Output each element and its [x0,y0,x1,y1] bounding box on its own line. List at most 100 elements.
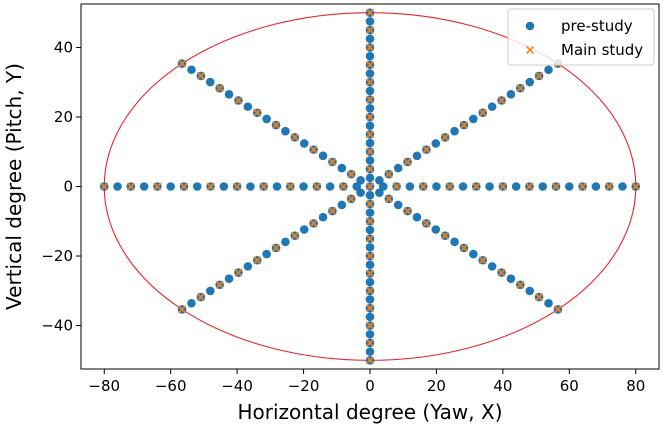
pre-study-point [544,65,553,75]
main-study-point [366,130,374,139]
main-study-point [215,84,224,93]
pre-study-point [365,121,375,130]
main-study-point [366,113,374,121]
x-tick-label: 60 [560,377,579,395]
main-study-point [366,269,374,278]
pre-study-point [458,182,468,191]
main-study-point [366,165,374,174]
pre-study-point [393,163,403,173]
legend-marker-main-study [526,46,534,54]
main-study-point [347,170,356,179]
main-study-point [366,78,374,87]
y-tick-label: 40 [54,38,73,56]
pre-study-point [365,103,375,113]
main-study-point [403,157,412,166]
main-study-point [605,182,614,191]
main-study-point [403,207,412,216]
pre-study-point [365,260,375,270]
pre-study-point [511,182,521,191]
pre-study-point [487,262,497,271]
pre-study-point [538,182,548,191]
pre-study-point [591,182,601,191]
legend-box [507,8,655,66]
x-axis-label: Horizontal degree (Yaw, X) [237,400,502,424]
main-study-point [366,286,374,295]
pre-study-point [187,65,196,75]
main-study-point [445,182,454,191]
main-study-point [366,356,374,365]
pre-study-point [375,176,384,185]
main-study-point [366,26,374,35]
pre-study-point [318,212,328,222]
pre-study-point [365,173,375,183]
main-study-point [178,305,187,314]
main-study-point [347,194,356,203]
main-study-point [516,280,525,289]
pre-study-point [487,102,497,111]
x-tick-label: 80 [626,377,645,395]
main-study-point [366,217,374,226]
main-study-point [309,145,318,154]
main-study-point [525,182,534,191]
main-study-point [419,182,428,191]
main-study-point [498,182,507,191]
pre-study-point [450,126,459,136]
main-study-point [366,60,374,69]
main-study-point [384,170,393,179]
main-study-point [497,96,506,105]
main-study-point [290,133,299,142]
legend: pre-study Main study [507,8,655,66]
main-study-point [253,256,262,265]
main-study-point [535,71,544,80]
main-study-point [286,182,295,191]
y-tick-label: −40 [41,317,73,335]
main-study-point [272,121,281,130]
pre-study-point [224,274,234,283]
y-tick-label: −20 [41,247,73,265]
x-axis-ticks: −80 −60 −40 −20 0 20 40 60 80 [88,369,645,395]
pre-study-point [365,295,375,304]
pre-study-point [281,126,290,136]
pre-study-point [262,249,271,259]
pre-study-point [412,151,422,161]
pre-study-point [318,151,328,161]
pre-study-point [485,182,494,191]
pre-study-point [352,182,362,191]
pre-study-point [246,182,255,191]
pre-study-point [525,77,535,87]
main-study-point [196,71,205,80]
pre-study-point [525,286,535,296]
main-study-point [126,182,135,191]
pre-study-point [299,182,308,191]
pre-study-point [113,182,122,191]
pre-study-point [243,262,253,271]
pre-study-point [365,86,375,96]
main-study-point [366,147,374,156]
pre-study-point [365,34,375,44]
main-study-point [422,145,431,154]
main-study-point [366,252,374,260]
main-study-point [312,182,321,191]
x-tick-label: −60 [155,377,187,395]
main-study-point [206,182,215,191]
pre-study-point [506,274,516,283]
pre-study-point [432,182,441,191]
data-points [99,8,641,365]
main-study-point [234,96,243,105]
main-study-point [366,321,374,330]
main-study-point [516,84,525,93]
pre-study-point [299,225,309,234]
pre-study-point [139,182,149,191]
y-tick-label: 0 [63,178,73,196]
pre-study-point [365,17,375,26]
pre-study-point [365,243,375,252]
pre-study-point [405,182,415,191]
pre-study-point [365,329,375,339]
x-tick-label: 20 [427,377,446,395]
main-study-point [366,338,374,347]
legend-label: pre-study [561,17,633,35]
pre-study-point [299,139,309,148]
pre-study-point [469,114,478,124]
pre-study-point [337,200,347,210]
main-study-point [578,182,587,191]
